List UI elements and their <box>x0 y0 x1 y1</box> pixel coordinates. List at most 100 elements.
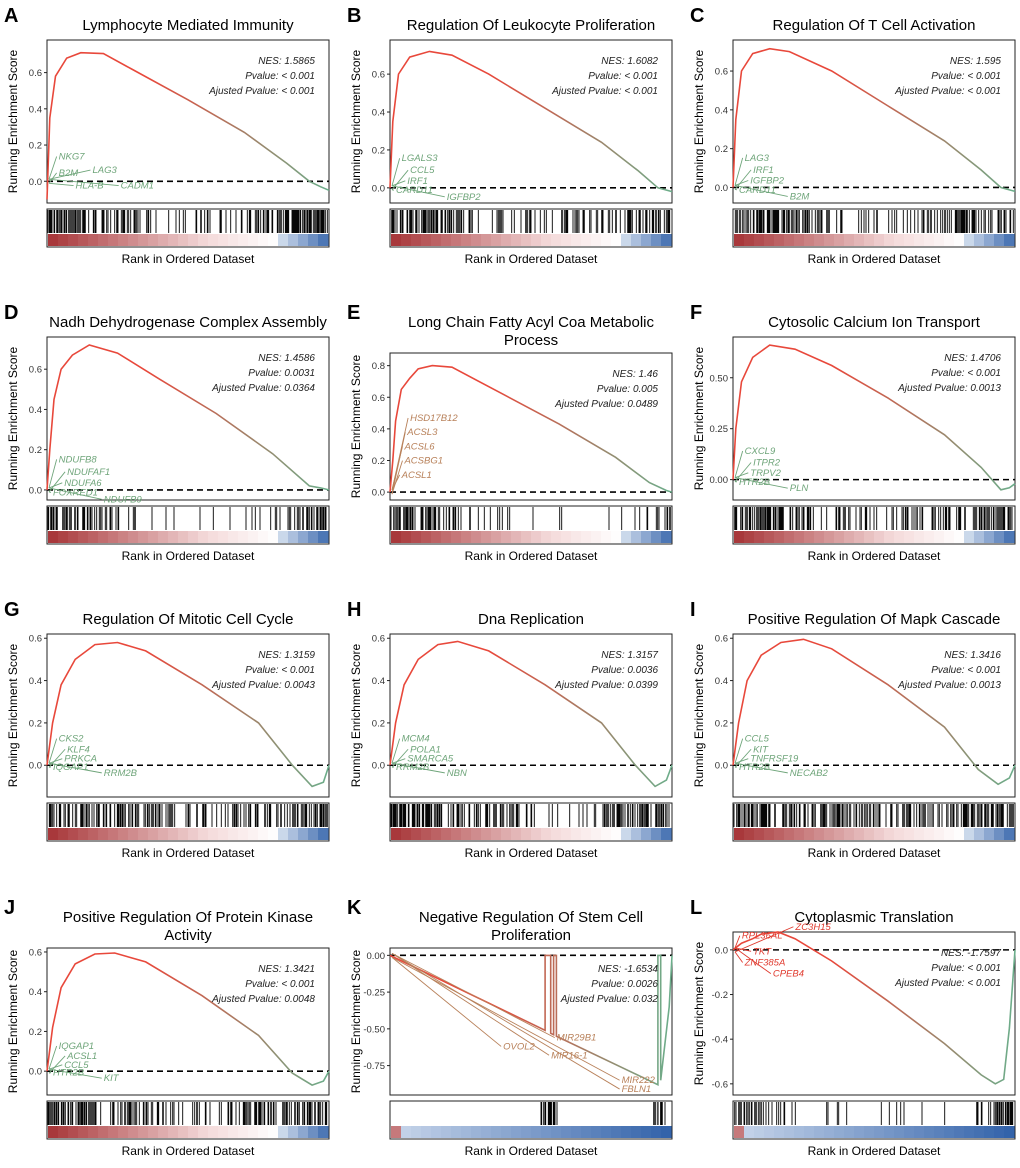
rank-color-segment <box>451 234 462 246</box>
panel-D: D Nadh Dehydrogenase Complex Assembly 0.0 0… <box>4 302 330 563</box>
gene-label: CCL5 <box>745 734 770 745</box>
rank-color-segment <box>118 234 129 246</box>
rank-color-segment <box>894 828 905 840</box>
x-axis-label: Rank in Ordered Dataset <box>465 1144 598 1158</box>
rank-color-segment <box>298 234 309 246</box>
rank-color-segment <box>611 234 622 246</box>
rank-color-segment <box>804 234 815 246</box>
rank-color-segment <box>894 531 905 543</box>
rank-color-segment <box>298 531 309 543</box>
rank-color-segment <box>158 1126 169 1138</box>
gene-pointer <box>391 748 409 768</box>
rank-color-segment <box>228 234 239 246</box>
rank-color-segment <box>581 828 592 840</box>
gene-label: HTR2B <box>53 1068 85 1079</box>
rank-color-segment <box>308 531 319 543</box>
rank-color-segment <box>994 234 1005 246</box>
rank-color-segment <box>138 1126 149 1138</box>
rank-color-segment <box>68 828 79 840</box>
rank-color-segment <box>108 1126 119 1138</box>
plot-area <box>732 39 1016 204</box>
chart-title: Dna Replication <box>478 611 584 628</box>
y-tick-label: 0.00 <box>367 951 386 962</box>
rank-color-segment <box>218 234 229 246</box>
rank-color-segment <box>481 234 492 246</box>
rank-color-segment <box>744 1126 755 1138</box>
rank-color-segment <box>914 1126 925 1138</box>
rank-color-segment <box>461 531 472 543</box>
rank-color-segment <box>974 531 985 543</box>
pvalue-label: Pvalue: < 0.001 <box>245 665 315 676</box>
rank-color-segment <box>764 531 775 543</box>
rank-color-segment <box>804 531 815 543</box>
gene-label: TRPV2 <box>750 468 781 479</box>
y-tick-label: 0.6 <box>715 634 728 645</box>
gene-pointer <box>48 1068 102 1079</box>
rank-color-segment <box>904 828 915 840</box>
rank-color-segment <box>551 531 562 543</box>
rank-color-segment <box>391 828 402 840</box>
y-tick-label: 0.0 <box>372 761 385 772</box>
rank-color-segment <box>784 828 795 840</box>
gene-label: IGFBP2 <box>750 175 785 186</box>
chart-title: Nadh Dehydrogenase Complex Assembly <box>49 314 327 331</box>
rank-color-segment <box>108 234 119 246</box>
rank-color-segment <box>601 1126 612 1138</box>
panel-letter-K: K <box>347 897 362 919</box>
chart-title: Positive Regulation Of Mapk Cascade <box>748 611 1001 628</box>
enrichment-curve <box>46 641 330 788</box>
chart-title: Long Chain Fatty Acyl Coa Metabolic <box>408 314 654 331</box>
y-axis-label: Running Enrichment Score <box>692 941 706 1085</box>
y-axis-label: Running Enrichment Score <box>692 346 706 490</box>
rank-color-segment <box>874 234 885 246</box>
rank-color-segment <box>288 1126 299 1138</box>
rank-color-segment <box>754 1126 765 1138</box>
rank-color-segment <box>944 531 955 543</box>
y-tick-label: 0.2 <box>715 718 728 729</box>
rank-color-segment <box>258 828 269 840</box>
rank-color-segment <box>48 1126 59 1138</box>
rank-color-segment <box>148 1126 159 1138</box>
rank-color-segment <box>964 234 975 246</box>
rank-color-segment <box>521 828 532 840</box>
rank-color-segment <box>48 828 59 840</box>
rank-color-segment <box>541 234 552 246</box>
pvalue-label: Pvalue: < 0.001 <box>245 979 315 990</box>
rank-color-segment <box>308 1126 319 1138</box>
y-tick-label: 0.0 <box>372 488 385 499</box>
rank-color-segment <box>248 531 259 543</box>
y-tick-label: 0.2 <box>29 445 42 456</box>
y-axis-label: Running Enrichment Score <box>692 643 706 787</box>
gene-label: IRF1 <box>407 176 428 187</box>
pvalue-label: Pvalue: < 0.001 <box>931 665 1001 676</box>
rank-color-segment <box>541 1126 552 1138</box>
rank-color-segment <box>794 531 805 543</box>
rank-color-segment <box>411 531 422 543</box>
rank-color-segment <box>784 531 795 543</box>
rank-color-segment <box>431 828 442 840</box>
rank-color-segment <box>561 531 572 543</box>
panel-K: K Negative Regulation Of Stem CellProlife… <box>347 897 673 1158</box>
rank-color-segment <box>541 531 552 543</box>
enrichment-curve <box>732 47 1016 193</box>
adj-pvalue-label: Ajusted Pvalue: < 0.001 <box>551 86 658 97</box>
panel-letter-I: I <box>690 599 696 621</box>
rank-color-segment <box>461 828 472 840</box>
rank-color-segment <box>854 531 865 543</box>
y-tick-label: 0.8 <box>372 361 385 372</box>
gene-label: CKS2 <box>59 734 85 745</box>
y-tick-label: 0.6 <box>372 634 385 645</box>
rank-color-segment <box>148 234 159 246</box>
gene-pointer <box>48 169 91 180</box>
rank-color-segment <box>964 531 975 543</box>
panel-letter-D: D <box>4 302 18 324</box>
rank-color-segment <box>804 1126 815 1138</box>
gene-label: CXCL9 <box>745 446 776 457</box>
gene-pointer <box>734 762 788 774</box>
y-tick-label: 0.2 <box>29 141 42 152</box>
adj-pvalue-label: Ajusted Pvalue: < 0.001 <box>894 978 1001 989</box>
gene-label: RRM2B <box>104 768 138 779</box>
rank-color-segment <box>561 234 572 246</box>
rank-color-segment <box>178 234 189 246</box>
rank-color-segment <box>521 234 532 246</box>
